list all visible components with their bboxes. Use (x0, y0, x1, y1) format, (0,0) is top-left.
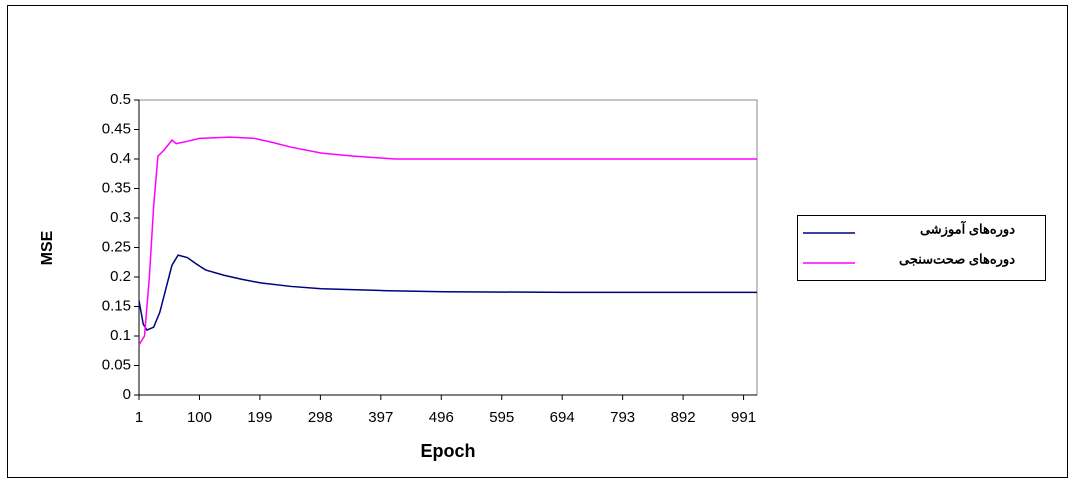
y-tick-label: 0.5 (110, 91, 131, 108)
y-tick-label: 0.2 (110, 268, 131, 285)
series-line (138, 254, 757, 332)
x-tick-label: 496 (429, 409, 454, 426)
y-tick-label: 0.25 (102, 238, 131, 255)
x-tick-label: 100 (187, 409, 212, 426)
x-tick-label: 397 (368, 409, 393, 426)
x-axis-label: Epoch (420, 441, 475, 461)
y-tick-label: 0 (123, 386, 131, 403)
legend (797, 215, 1046, 281)
x-tick-label: 1 (135, 409, 143, 426)
legend-label: دوره‌های صحت‌سنجی (899, 251, 1015, 267)
series-line (138, 136, 757, 346)
y-tick-label: 0.15 (102, 297, 131, 314)
y-tick-label: 0.1 (110, 327, 131, 344)
y-axis-label: MSE (39, 230, 56, 265)
x-tick-label: 892 (671, 409, 696, 426)
plot-area (138, 99, 758, 396)
legend-label: دوره‌های آموزشی (920, 220, 1015, 237)
x-tick-label: 298 (308, 409, 333, 426)
x-tick-label: 595 (489, 409, 514, 426)
x-tick-label: 991 (731, 409, 756, 426)
y-tick-label: 0.05 (102, 356, 131, 373)
x-tick-label: 199 (247, 409, 272, 426)
y-tick-label: 0.3 (110, 209, 131, 226)
x-tick-label: 694 (550, 409, 575, 426)
x-tick-label: 793 (610, 409, 635, 426)
y-tick-label: 0.4 (110, 150, 131, 167)
y-tick-label: 0.35 (102, 179, 131, 196)
y-tick-label: 0.45 (102, 120, 131, 137)
